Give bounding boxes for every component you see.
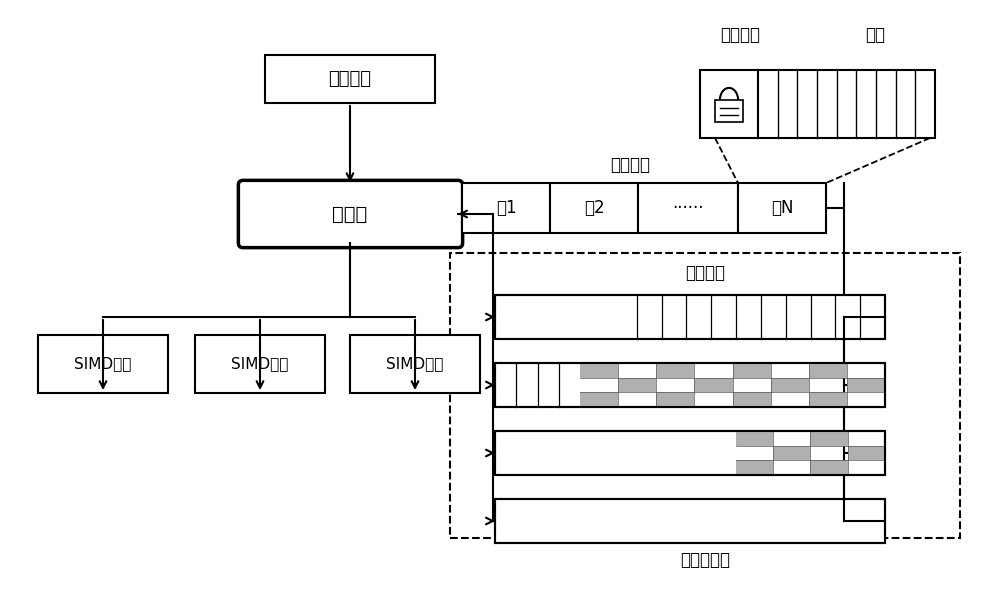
Bar <box>773 446 810 461</box>
Bar <box>736 461 773 475</box>
Bar <box>195 335 325 393</box>
Bar <box>550 183 638 233</box>
Bar <box>462 183 550 233</box>
Text: SIMD阵列: SIMD阵列 <box>386 356 444 372</box>
Bar <box>732 363 771 378</box>
Bar <box>736 431 773 446</box>
Text: 线程组槽: 线程组槽 <box>610 156 650 174</box>
Text: 调度器: 调度器 <box>332 204 368 224</box>
Text: 重组队列: 重组队列 <box>685 264 725 282</box>
Text: 锁定标志: 锁定标志 <box>720 26 760 44</box>
Bar <box>700 70 935 138</box>
Text: 槽N: 槽N <box>771 199 793 217</box>
Text: SIMD阵列: SIMD阵列 <box>231 356 289 372</box>
Text: 槽2: 槽2 <box>584 199 604 217</box>
Text: 槽1: 槽1 <box>496 199 516 217</box>
Bar <box>450 253 960 538</box>
Bar <box>810 461 848 475</box>
Bar <box>738 183 826 233</box>
Bar <box>638 183 738 233</box>
Bar <box>495 431 885 475</box>
Bar <box>38 335 168 393</box>
Bar <box>580 392 618 407</box>
Bar <box>847 378 885 392</box>
Text: 重组缓冲区: 重组缓冲区 <box>680 551 730 569</box>
Bar <box>265 55 435 103</box>
FancyBboxPatch shape <box>238 181 463 247</box>
Bar <box>656 363 694 378</box>
Bar <box>495 499 885 543</box>
Bar <box>495 363 885 407</box>
Text: SIMD阵列: SIMD阵列 <box>74 356 132 372</box>
Bar <box>495 295 885 339</box>
Bar <box>771 378 809 392</box>
Bar <box>495 499 885 543</box>
Text: 线程组池: 线程组池 <box>329 70 372 88</box>
Bar <box>495 295 885 339</box>
Bar <box>809 392 847 407</box>
Bar <box>810 431 848 446</box>
Bar <box>809 363 847 378</box>
Bar <box>495 431 885 475</box>
Text: ······: ······ <box>672 199 704 217</box>
Bar <box>715 100 743 122</box>
Bar <box>350 335 480 393</box>
Bar <box>732 392 771 407</box>
Bar <box>580 363 618 378</box>
Bar <box>848 446 885 461</box>
Bar <box>656 392 694 407</box>
Bar <box>694 378 732 392</box>
Text: 线程: 线程 <box>865 26 885 44</box>
Bar <box>495 363 885 407</box>
Bar <box>618 378 656 392</box>
